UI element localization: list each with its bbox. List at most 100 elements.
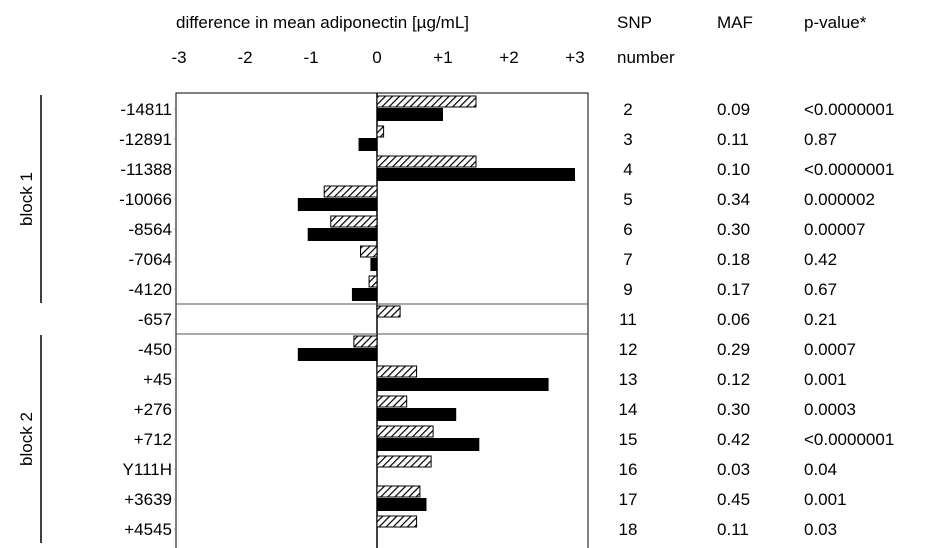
solid-bar — [377, 108, 443, 121]
bars — [297, 95, 575, 528]
hatched-bar — [376, 95, 477, 108]
snp-number: 9 — [623, 280, 632, 299]
p-value: <0.0000001 — [804, 430, 894, 449]
maf-value: 0.12 — [717, 370, 750, 389]
hatched-bar — [376, 485, 421, 498]
hatched-bar — [368, 275, 378, 288]
row-label: -12891 — [119, 130, 172, 149]
block-brackets: block 1 block 2 — [17, 95, 42, 543]
snp-number: 2 — [623, 100, 632, 119]
maf-header: MAF — [717, 13, 753, 32]
snp-header: SNP — [617, 13, 652, 32]
hatched-bar — [376, 365, 418, 378]
maf-value: 0.06 — [717, 310, 750, 329]
maf-value: 0.03 — [717, 460, 750, 479]
maf-value: 0.17 — [717, 280, 750, 299]
solid-bar — [351, 288, 377, 301]
snp-number: 13 — [619, 370, 638, 389]
snp-number: 16 — [619, 460, 638, 479]
hatched-bar — [376, 305, 401, 318]
hatched-bar — [353, 335, 378, 348]
p-value: <0.0000001 — [804, 100, 894, 119]
snp-number: 3 — [623, 130, 632, 149]
solid-bar — [377, 408, 457, 421]
x-tick-label: +1 — [433, 48, 452, 67]
p-value: 0.04 — [804, 460, 837, 479]
row-label: +45 — [143, 370, 172, 389]
p-value: 0.001 — [804, 370, 847, 389]
p-value: 0.21 — [804, 310, 837, 329]
p-value: 0.000002 — [804, 190, 875, 209]
solid-bar — [377, 168, 575, 181]
row-labels: -14811 -12891 -11388 -10066 -8564 -7064 -4120 -… — [119, 100, 172, 539]
solid-bar — [377, 438, 480, 451]
x-tick-label: -1 — [303, 48, 318, 67]
solid-bar — [377, 498, 427, 511]
hatched-bar — [376, 395, 408, 408]
maf-value: 0.18 — [717, 250, 750, 269]
block-label: block 2 — [17, 412, 36, 466]
snp-header-number: number — [617, 48, 675, 67]
block-label: block 1 — [17, 172, 36, 226]
snp-number: 17 — [619, 490, 638, 509]
maf-value: 0.10 — [717, 160, 750, 179]
snp-number: 14 — [619, 400, 638, 419]
x-tick-label: +2 — [499, 48, 518, 67]
p-value: 0.001 — [804, 490, 847, 509]
row-label: -8564 — [129, 220, 172, 239]
snp-table: 2 0.09 <0.0000001 3 0.11 0.87 4 0.10 <0.0000001 5… — [619, 100, 895, 539]
p-value: 0.03 — [804, 520, 837, 539]
plot-frame — [175, 92, 589, 548]
row-label: +3639 — [124, 490, 172, 509]
hatched-bar — [376, 125, 385, 138]
p-value: 0.42 — [804, 250, 837, 269]
maf-value: 0.30 — [717, 220, 750, 239]
hatched-bar — [376, 425, 434, 438]
snp-number: 6 — [623, 220, 632, 239]
p-value: 0.87 — [804, 130, 837, 149]
snp-number: 7 — [623, 250, 632, 269]
row-label: +4545 — [124, 520, 172, 539]
maf-value: 0.34 — [717, 190, 750, 209]
snp-number: 12 — [619, 340, 638, 359]
p-value: <0.0000001 — [804, 160, 894, 179]
x-tick-labels: -3 -2 -1 0 +1 +2 +3 — [171, 48, 584, 67]
maf-value: 0.11 — [717, 130, 749, 149]
row-label: -11388 — [120, 160, 172, 179]
block-separator-lines — [176, 303, 588, 335]
x-tick-label: -2 — [237, 48, 252, 67]
x-tick-label: -3 — [171, 48, 186, 67]
chart-title: difference in mean adiponectin [µg/mL] — [176, 13, 469, 32]
solid-bar — [358, 138, 377, 151]
maf-value: 0.29 — [717, 340, 750, 359]
maf-value: 0.11 — [717, 520, 749, 539]
maf-value: 0.30 — [717, 400, 750, 419]
hatched-bar — [376, 455, 432, 468]
p-value: 0.0007 — [804, 340, 856, 359]
row-label: -14811 — [120, 100, 172, 119]
p-value: 0.67 — [804, 280, 837, 299]
solid-bar — [297, 198, 377, 211]
snp-number: 11 — [619, 310, 637, 329]
row-label: -4120 — [129, 280, 172, 299]
hatched-bar — [330, 215, 378, 228]
solid-bar — [307, 228, 377, 241]
row-label: Y111H — [123, 460, 172, 479]
snp-number: 5 — [623, 190, 632, 209]
row-label: -657 — [138, 310, 172, 329]
row-label: -10066 — [119, 190, 172, 209]
hatched-bar — [376, 515, 418, 528]
hatched-bar — [376, 155, 477, 168]
maf-value: 0.45 — [717, 490, 750, 509]
x-tick-label: +3 — [565, 48, 584, 67]
snp-number: 15 — [619, 430, 638, 449]
row-label: -7064 — [129, 250, 172, 269]
maf-value: 0.09 — [717, 100, 750, 119]
p-value: 0.0003 — [804, 400, 856, 419]
hatched-bar — [323, 185, 378, 198]
snp-number: 18 — [619, 520, 638, 539]
x-tick-label: 0 — [372, 48, 381, 67]
hatched-bar — [360, 245, 378, 258]
solid-bar — [370, 258, 377, 271]
